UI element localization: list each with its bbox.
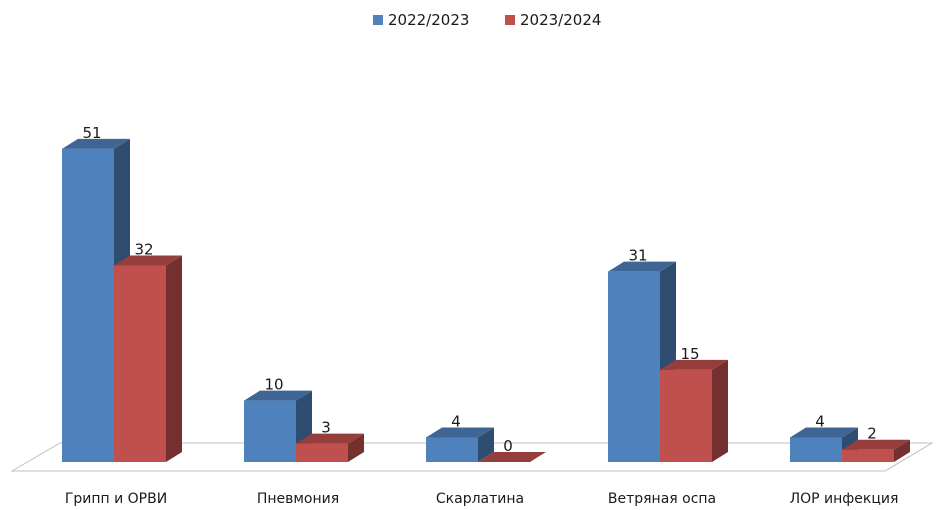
bar-top bbox=[842, 439, 910, 450]
data-label-1-1: 51 bbox=[82, 124, 101, 142]
bar-side bbox=[894, 439, 910, 462]
data-label-1-3: 4 bbox=[451, 412, 461, 430]
data-label-2-4: 15 bbox=[680, 345, 699, 363]
bar-front bbox=[114, 265, 166, 462]
legend: 2022/2023 2023/2024 bbox=[373, 11, 601, 29]
category-label-2: Пневмония bbox=[257, 491, 339, 507]
data-label-1-2: 10 bbox=[264, 376, 283, 394]
bar-top bbox=[244, 390, 312, 401]
legend-swatch-2 bbox=[505, 15, 515, 25]
bar-top bbox=[608, 261, 676, 272]
bar-side bbox=[166, 255, 182, 462]
bar-2-2 bbox=[296, 433, 364, 462]
legend-label-2: 2023/2024 bbox=[520, 11, 601, 29]
data-label-2-5: 2 bbox=[867, 425, 877, 443]
bar-2-3 bbox=[478, 452, 546, 462]
category-label-3: Скарлатина bbox=[436, 491, 524, 507]
bar-top bbox=[296, 433, 364, 444]
bar-1-2 bbox=[244, 390, 312, 462]
bar-front bbox=[62, 148, 114, 463]
data-label-2-3: 0 bbox=[503, 437, 513, 455]
category-label-5: ЛОР инфекция bbox=[790, 491, 899, 507]
category-label-4: Ветряная оспа bbox=[608, 491, 716, 507]
bar-2-4 bbox=[660, 359, 728, 462]
bar-top bbox=[478, 452, 546, 462]
bars bbox=[62, 138, 910, 463]
bar-side bbox=[478, 427, 494, 462]
bar-top bbox=[426, 427, 494, 438]
bar-1-3 bbox=[426, 427, 494, 462]
legend-label-1: 2022/2023 bbox=[388, 11, 469, 29]
bar-side bbox=[712, 359, 728, 462]
data-label-2-1: 32 bbox=[134, 241, 153, 259]
legend-swatch-1 bbox=[373, 15, 383, 25]
data-label-2-2: 3 bbox=[321, 419, 331, 437]
data-label-1-5: 4 bbox=[815, 412, 825, 430]
bar-front bbox=[244, 400, 296, 462]
bar-front bbox=[296, 443, 348, 462]
data-labels: 51 32 10 3 4 0 31 15 4 2 bbox=[82, 124, 876, 455]
category-labels: Грипп и ОРВИ Пневмония Скарлатина Ветряная … bbox=[65, 491, 899, 507]
bar-front bbox=[426, 437, 478, 462]
bar-top bbox=[790, 427, 858, 438]
bar-2-5 bbox=[842, 439, 910, 462]
bar-1-5 bbox=[790, 427, 858, 462]
bar-top bbox=[114, 255, 182, 266]
data-label-1-4: 31 bbox=[628, 247, 647, 265]
bar-side bbox=[348, 433, 364, 462]
bar-top bbox=[660, 359, 728, 370]
category-label-1: Грипп и ОРВИ bbox=[65, 491, 167, 507]
bar-front bbox=[608, 271, 660, 462]
bar-front bbox=[842, 449, 894, 462]
bar-front bbox=[660, 369, 712, 462]
bar-front bbox=[790, 437, 842, 462]
bar-2-1 bbox=[114, 255, 182, 462]
bar-top bbox=[62, 138, 130, 149]
